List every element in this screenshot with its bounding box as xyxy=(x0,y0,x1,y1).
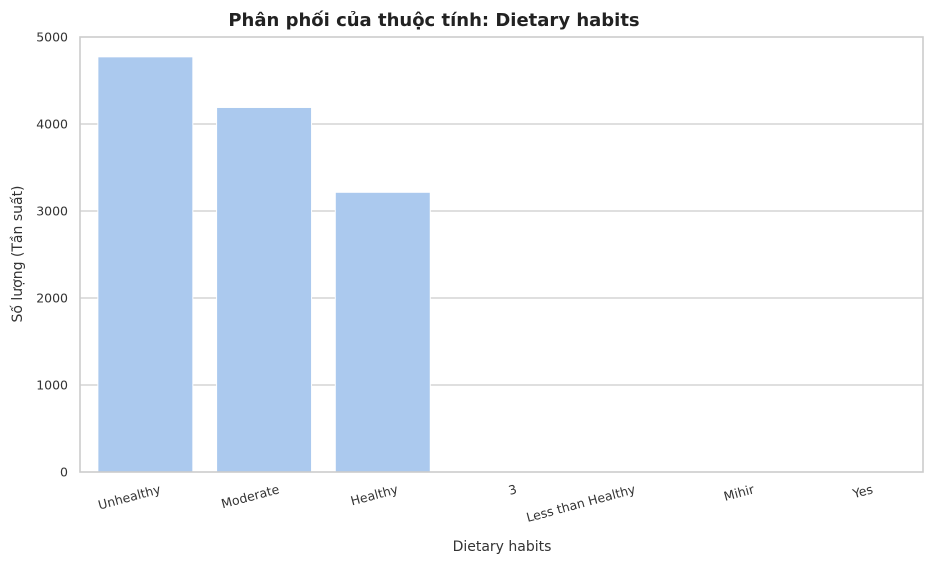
x-tick-label: Healthy xyxy=(349,481,400,508)
x-tick-labels: Unhealthy Moderate Healthy 3 Less than Healt… xyxy=(96,481,874,525)
y-tick-label: 0 xyxy=(60,465,68,480)
bar-moderate xyxy=(216,106,313,473)
y-tick-label: 3000 xyxy=(36,204,68,219)
x-axis-label: Dietary habits xyxy=(453,539,552,555)
y-tick-label: 2000 xyxy=(36,291,68,306)
x-tick-label: Unhealthy xyxy=(96,481,162,512)
x-tick-label: Moderate xyxy=(220,481,282,511)
x-tick-label: Mihir xyxy=(722,481,756,504)
bar-healthy xyxy=(334,191,431,473)
bar-unhealthy xyxy=(97,56,194,473)
y-tick-label: 1000 xyxy=(36,378,68,393)
y-tick-label: 4000 xyxy=(36,117,68,132)
y-axis-label: Số lượng (Tần suất) xyxy=(9,185,26,322)
x-tick-label: Yes xyxy=(850,481,874,501)
y-tick-label: 5000 xyxy=(36,30,68,45)
x-tick-label: 3 xyxy=(507,481,519,498)
x-tick-label: Less than Healthy xyxy=(525,481,638,525)
plot-frame xyxy=(79,36,924,473)
y-tick-labels: 0 1000 2000 3000 4000 5000 xyxy=(36,30,68,480)
bars xyxy=(97,56,906,473)
chart-title: Phân phối của thuộc tính: Dietary habits xyxy=(228,10,639,31)
grid-lines xyxy=(80,123,923,386)
